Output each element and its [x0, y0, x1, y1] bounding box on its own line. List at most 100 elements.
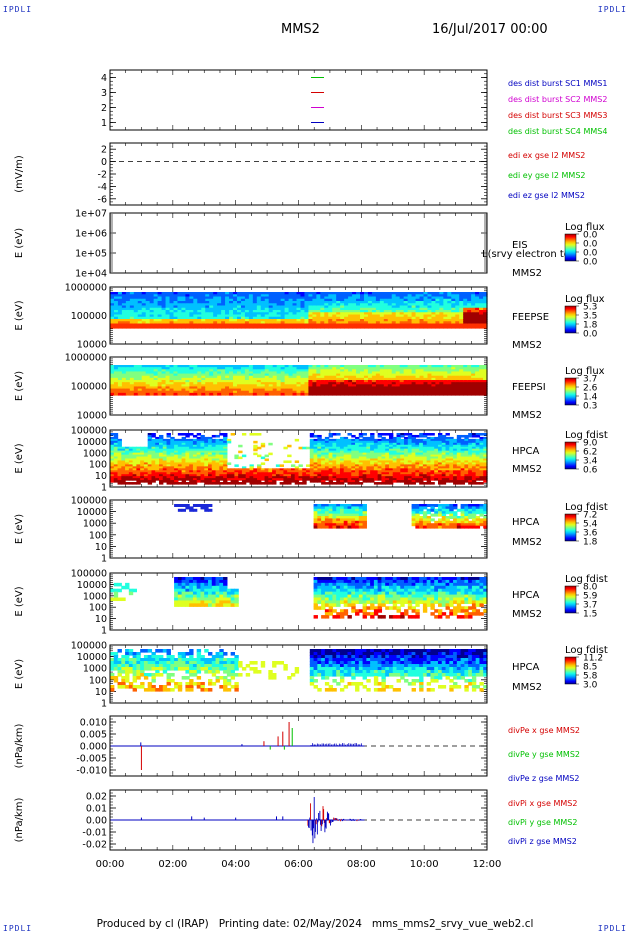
spec-cell: [407, 303, 413, 307]
spec-cell: [312, 307, 317, 311]
spec-cell: [387, 319, 393, 322]
spec-cell: [137, 312, 143, 316]
spec-cell: [260, 319, 266, 322]
spec-cell: [312, 375, 317, 379]
spec-cell: [317, 454, 322, 458]
spec-cell: [157, 303, 163, 307]
spec-cell: [471, 312, 476, 316]
spec-cell: [312, 380, 317, 383]
spec-cell: [309, 464, 315, 467]
spec-cell: [264, 371, 270, 375]
spec-cell: [185, 307, 190, 311]
spec-cell: [151, 462, 156, 465]
spec-cell: [296, 325, 302, 329]
spec-cell: [241, 482, 247, 485]
spec-cell: [395, 316, 401, 320]
spec-cell: [336, 373, 341, 377]
spec-cell: [352, 388, 357, 392]
spec-cell: [288, 292, 294, 295]
spec-cell: [181, 319, 186, 322]
spec-cell: [387, 292, 393, 295]
spec-cell: [200, 464, 205, 467]
spec-cell: [219, 438, 224, 442]
spec-cell: [110, 314, 115, 318]
spec-cell: [451, 386, 456, 390]
colorbar-title: Log flux: [565, 366, 605, 377]
spec-cell: [309, 442, 315, 446]
spec-cell: [229, 369, 234, 373]
spec-cell: [117, 460, 122, 464]
spec-cell: [177, 392, 183, 396]
spec-cell: [419, 305, 425, 309]
spec-cell: [129, 390, 135, 394]
spec-cell: [117, 310, 123, 313]
spec-cell: [443, 377, 448, 381]
spec-cell: [233, 382, 238, 385]
spec-cell: [360, 390, 365, 394]
spec-cell: [272, 373, 278, 377]
spec-cell: [471, 384, 476, 388]
spec-cell: [280, 325, 286, 329]
spec-cell: [447, 303, 452, 307]
spec-cell: [141, 371, 147, 375]
spec-cell: [219, 452, 224, 456]
spec-cell: [121, 452, 126, 456]
spec-cell: [240, 390, 246, 394]
spec-cell: [475, 392, 480, 396]
spec-cell: [300, 296, 306, 300]
spec-cell: [483, 382, 488, 385]
spec-cell: [137, 292, 143, 295]
spec-cell: [340, 312, 345, 316]
spec-cell: [302, 474, 307, 477]
spec-cell: [185, 303, 190, 307]
spec-cell: [252, 390, 258, 394]
spec-cell: [162, 438, 168, 442]
spec-cell: [260, 474, 266, 477]
spec-cell: [379, 388, 385, 392]
spec-cell: [233, 294, 238, 298]
spec-cell: [153, 321, 159, 325]
spec-cell: [451, 301, 456, 304]
spec-cell: [219, 468, 224, 471]
spec-cell: [155, 468, 160, 471]
spec-cell: [113, 298, 119, 302]
spec-cell: [244, 314, 250, 318]
spec-cell: [159, 440, 164, 444]
spec-cell: [455, 325, 460, 329]
spec-cell: [208, 468, 213, 471]
spec-cell: [209, 310, 214, 313]
spec-cell: [197, 375, 202, 379]
spec-cell: [292, 292, 298, 295]
spec-cell: [208, 472, 213, 475]
spec-cell: [467, 373, 472, 377]
spec-cell: [276, 388, 282, 392]
spec-cell: [292, 384, 298, 388]
spec-cell: [226, 472, 232, 475]
spec-cell: [290, 472, 296, 475]
spec-cell: [157, 312, 163, 316]
spec-cell: [125, 476, 130, 479]
spec-cell: [443, 382, 448, 385]
spec-cell: [321, 452, 326, 456]
spec-cell: [260, 377, 266, 381]
spec-cell: [391, 365, 397, 368]
spec-cell: [125, 310, 131, 313]
spec-cell: [236, 384, 242, 388]
spec-cell: [165, 377, 171, 381]
spec-cell: [308, 316, 313, 320]
spec-cell: [133, 386, 139, 390]
spec-cell: [244, 375, 250, 379]
spec-cell: [196, 448, 202, 452]
spec-cell: [313, 460, 318, 464]
spec-cell: [275, 474, 281, 477]
spec-cell: [185, 462, 190, 465]
spec-cell: [294, 478, 300, 481]
spec-cell: [141, 321, 147, 325]
spec-cell: [415, 319, 421, 322]
spec-cell: [213, 382, 218, 385]
spec-cell: [110, 303, 115, 307]
spec-cell: [283, 482, 288, 485]
spec-cell: [213, 303, 218, 307]
spec-cell: [125, 369, 131, 373]
spec-cell: [113, 458, 119, 462]
